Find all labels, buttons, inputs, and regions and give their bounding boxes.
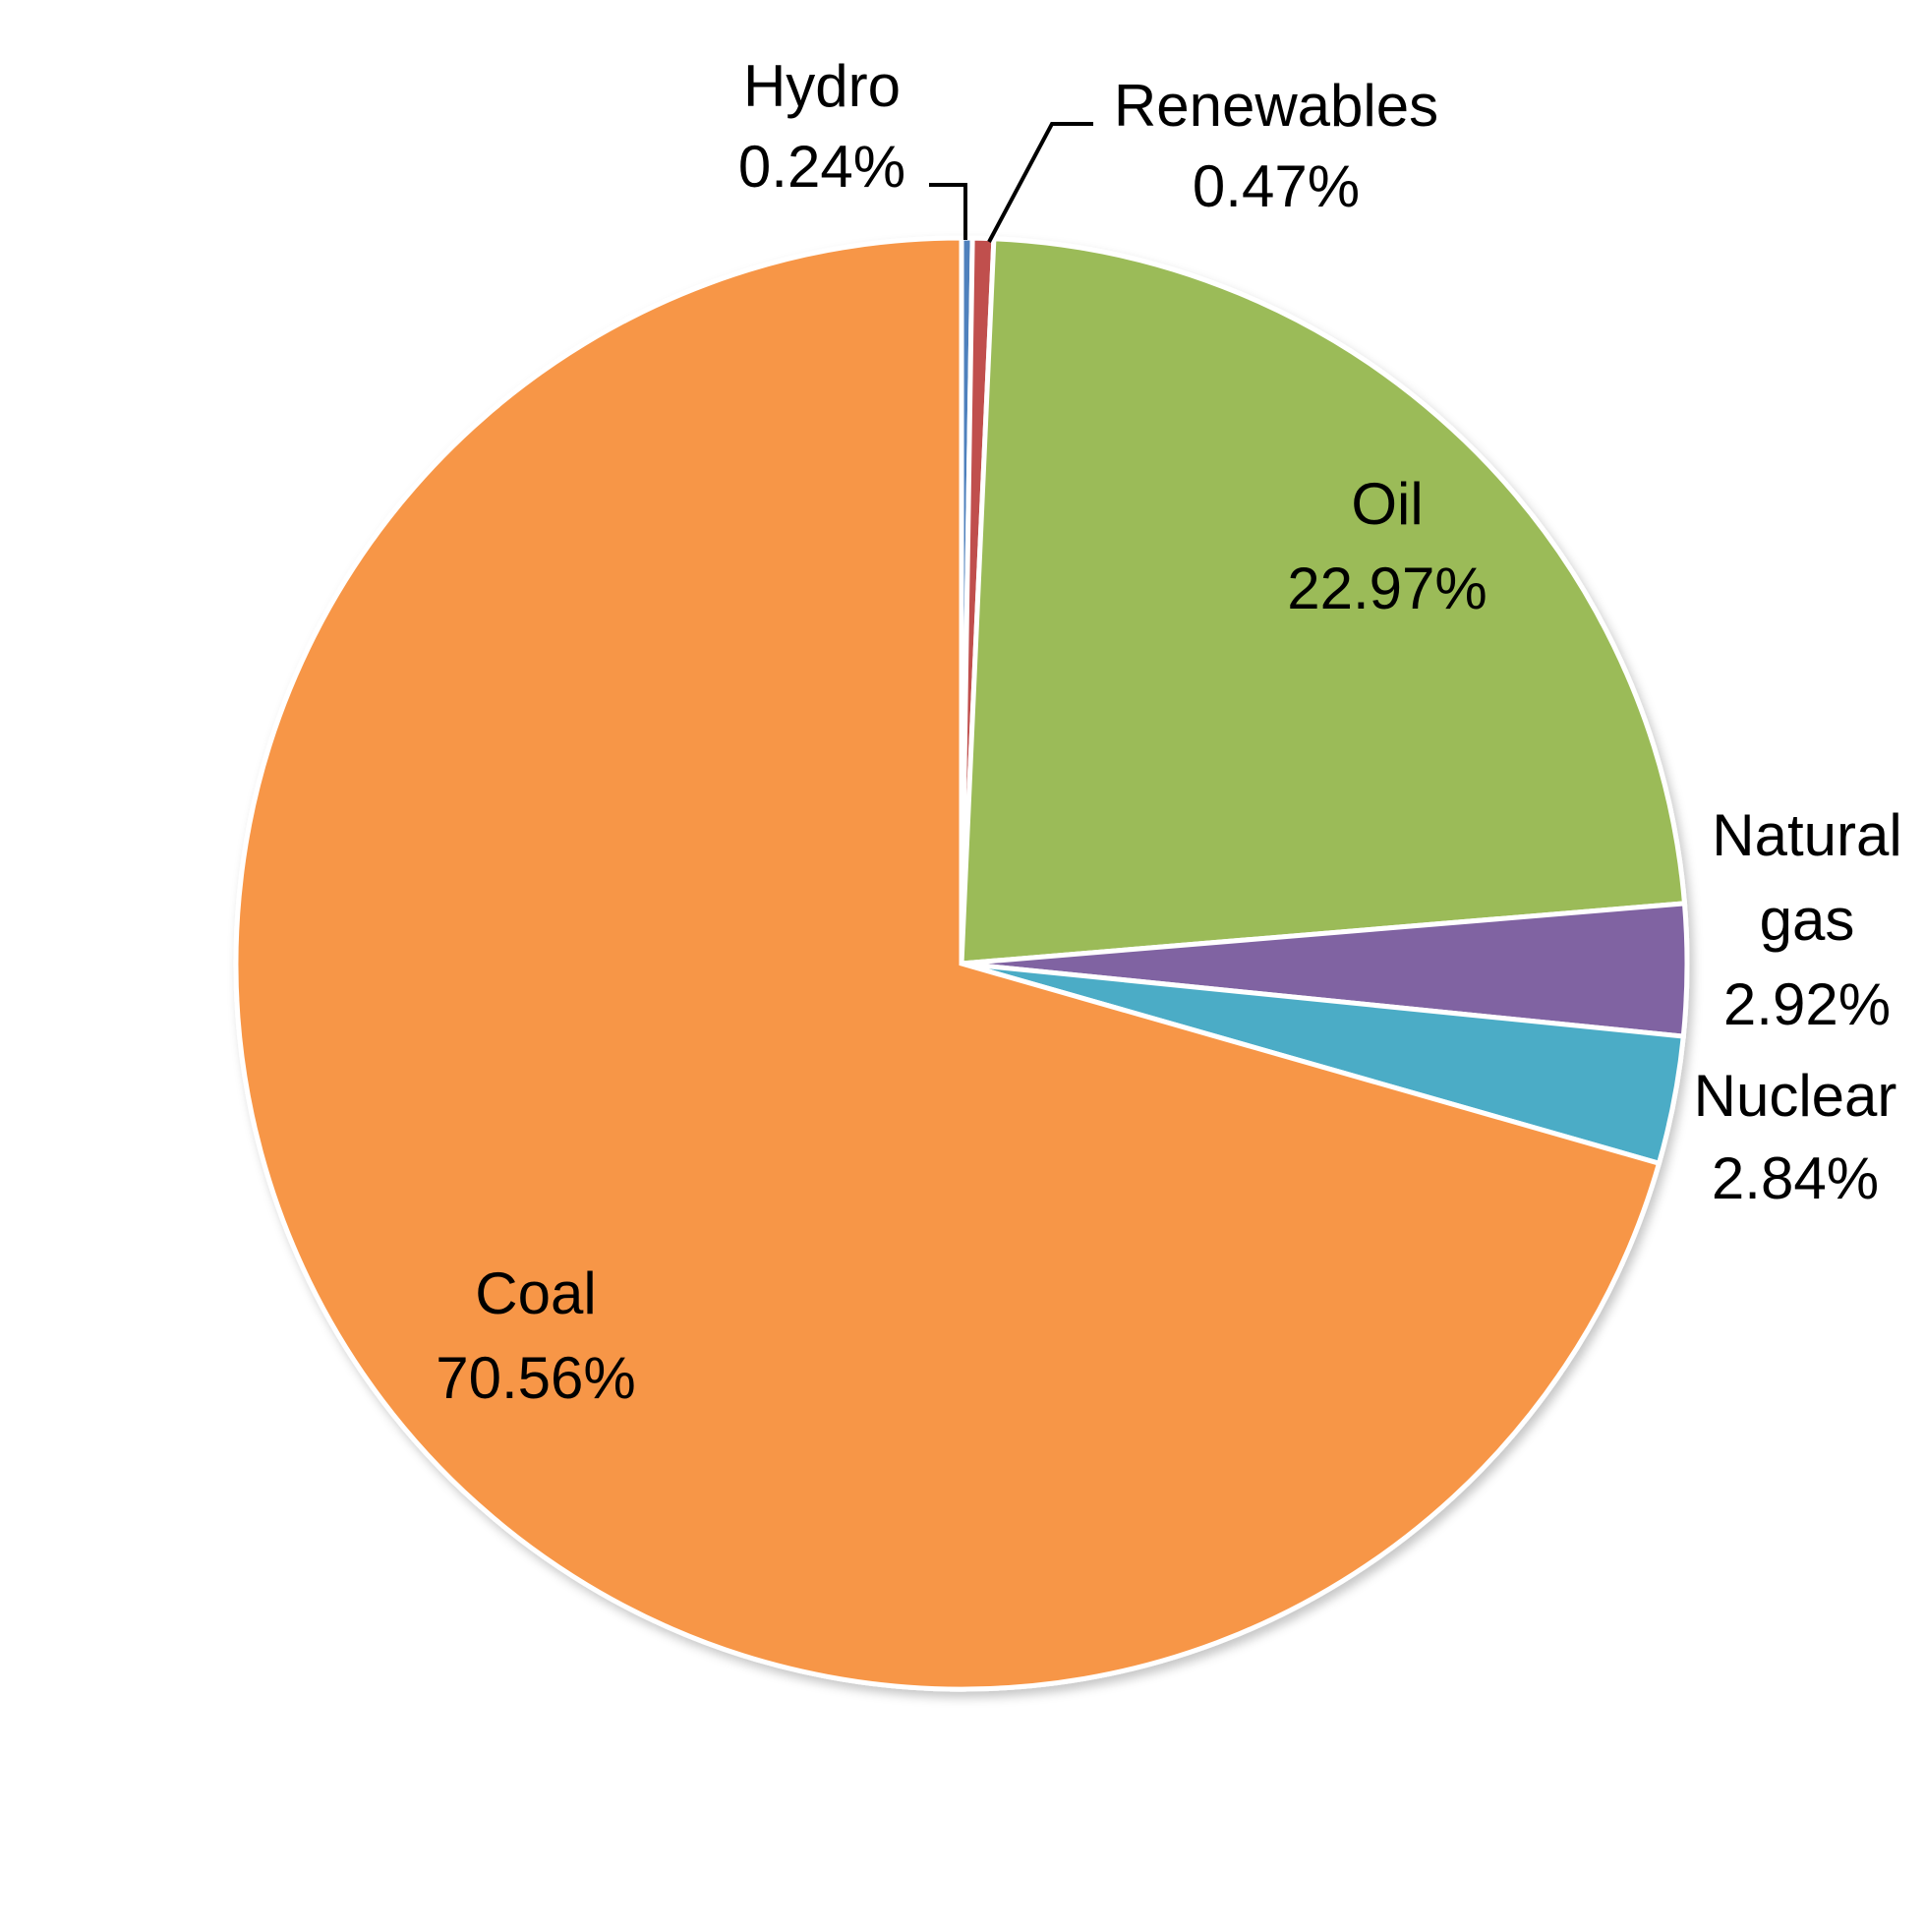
pie-slice-oil	[959, 236, 1688, 966]
data-label-hydro: Hydro 0.24%	[738, 53, 905, 200]
slice-name-oil: Oil	[1351, 471, 1423, 537]
slice-name-hydro: Hydro	[743, 53, 901, 119]
slice-value-nuclear: 2.84%	[1712, 1145, 1879, 1211]
pie-slices	[233, 235, 1690, 1692]
data-label-coal: Coal 70.56%	[436, 1260, 636, 1411]
slice-name-natural-gas: gas	[1760, 887, 1855, 953]
slice-value-hydro: 0.24%	[738, 134, 905, 200]
data-label-nuclear: Nuclear 2.84%	[1694, 1063, 1897, 1211]
slice-name-natural-gas: Natural	[1712, 802, 1901, 868]
leader-lines	[929, 122, 1093, 243]
data-label-natural-gas: Natural gas 2.92%	[1712, 802, 1901, 1037]
slice-name-renewables: Renewables	[1114, 73, 1438, 139]
slice-name-nuclear: Nuclear	[1694, 1063, 1897, 1129]
slice-value-natural-gas: 2.92%	[1723, 971, 1891, 1037]
slice-labels: Hydro 0.24% Renewables 0.47% Oil 22.97% Natura…	[436, 53, 1901, 1411]
data-label-renewables: Renewables 0.47%	[1114, 73, 1438, 219]
pie-slice-coal	[233, 235, 1662, 1692]
leader-line-hydro	[929, 183, 967, 240]
slice-value-oil: 22.97%	[1287, 556, 1488, 621]
slice-value-coal: 70.56%	[436, 1345, 636, 1411]
slice-name-coal: Coal	[475, 1260, 596, 1326]
slice-value-renewables: 0.47%	[1193, 153, 1360, 219]
leader-line-renewables	[987, 122, 1093, 243]
data-label-oil: Oil 22.97%	[1287, 471, 1488, 621]
